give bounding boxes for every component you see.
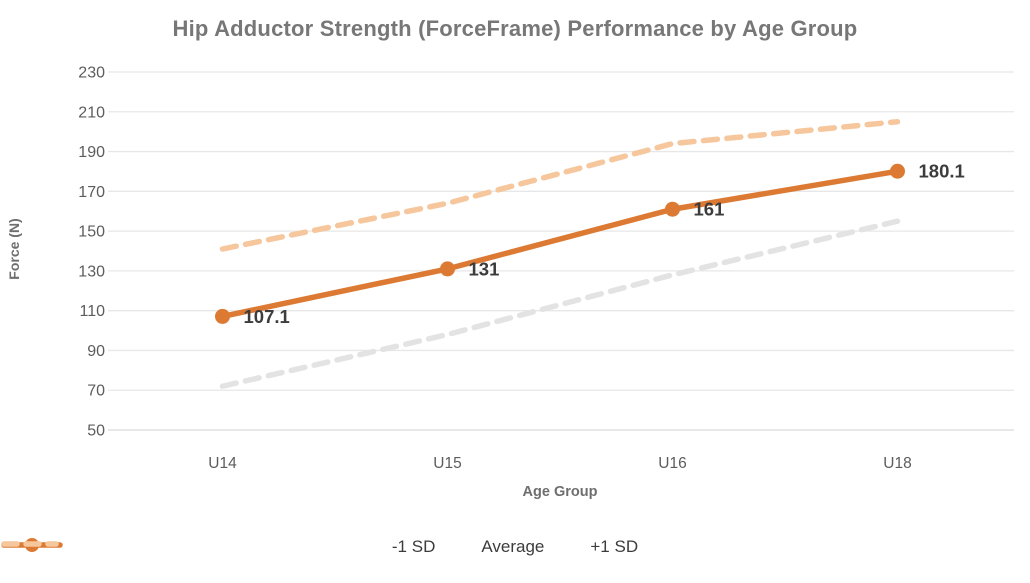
- y-tick-label: 190: [78, 144, 105, 161]
- legend-item-plus-1-sd[interactable]: +1 SD: [1, 537, 639, 557]
- legend-label: -1 SD: [391, 537, 436, 556]
- legend-item-minus-1-sd[interactable]: -1 SD: [1, 537, 436, 557]
- average-marker[interactable]: [665, 201, 680, 217]
- y-axis-title: Force (N): [6, 218, 22, 280]
- y-tick-label: 170: [78, 184, 105, 201]
- y-tick-label: 90: [87, 343, 105, 360]
- chart-title: Hip Adductor Strength (ForceFrame) Perfo…: [172, 16, 858, 41]
- average-marker[interactable]: [215, 308, 230, 324]
- data-label: 107.1: [244, 306, 290, 327]
- series-line-plusminus-1-sd: [219, 118, 901, 252]
- y-tick-label: 50: [87, 423, 105, 440]
- legend-item-average[interactable]: Average: [1, 537, 545, 557]
- x-tick-label: U18: [883, 455, 911, 472]
- x-tick-label: U14: [208, 455, 237, 472]
- y-tick-label: 130: [78, 263, 105, 280]
- dashed-line-icon: [1, 541, 59, 547]
- y-tick-label: 70: [87, 383, 105, 400]
- series-line-average: [219, 168, 901, 320]
- data-label: 161: [694, 199, 725, 220]
- chart-svg: 230 210 190 170 150 130 110 90 70 50 U14 U15 U16 U18 1…: [78, 65, 1014, 472]
- average-marker[interactable]: [890, 163, 905, 179]
- y-tick-label: 110: [79, 303, 105, 320]
- chart-legend: -1 SD Average +1 SD: [0, 537, 1030, 557]
- y-tick-label: 210: [78, 104, 105, 121]
- series-line-minus-1-sd: [219, 218, 901, 389]
- x-axis-title: Age Group: [522, 484, 598, 500]
- data-label: 180.1: [919, 161, 965, 182]
- y-tick-label: 230: [78, 65, 105, 82]
- data-label: 131: [469, 258, 500, 279]
- x-tick-label: U16: [658, 455, 686, 472]
- x-tick-label: U15: [433, 455, 461, 472]
- average-marker[interactable]: [440, 261, 455, 277]
- y-tick-label: 150: [78, 224, 105, 241]
- legend-label: +1 SD: [590, 537, 639, 556]
- legend-label: Average: [481, 537, 545, 556]
